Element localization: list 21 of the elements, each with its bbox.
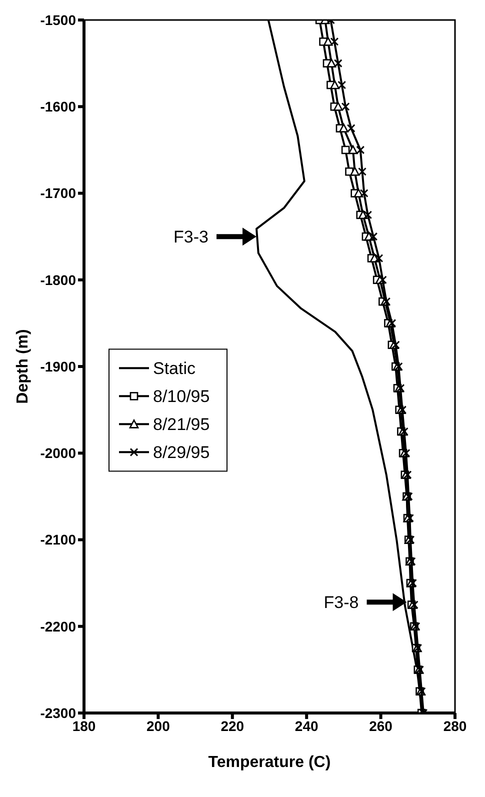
y-tick-label: -2200 [40, 618, 76, 634]
legend-label: 8/10/95 [153, 387, 210, 406]
y-tick-label: -1700 [40, 185, 76, 202]
y-tick-label: -1800 [40, 272, 76, 288]
y-tick-label: -2000 [40, 445, 76, 462]
annotation: F3-8 [324, 593, 359, 612]
legend-label: Static [153, 359, 196, 378]
y-tick-label: -1600 [40, 98, 76, 115]
y-tick-label: -2100 [40, 532, 76, 548]
annotation: F3-3 [174, 228, 209, 247]
y-axis-title: Depth (m) [14, 329, 32, 404]
legend-label: 8/29/95 [153, 443, 210, 462]
x-tick-label: 240 [294, 718, 318, 734]
x-tick-label: 280 [443, 718, 467, 734]
x-tick-label: 200 [146, 718, 170, 734]
x-axis-title: Temperature (C) [208, 754, 331, 771]
legend-label: 8/21/95 [153, 415, 210, 434]
y-tick-label: -1900 [40, 358, 76, 374]
x-tick-label: 260 [369, 718, 393, 734]
x-tick-label: 220 [220, 718, 244, 734]
y-tick-label: -1500 [40, 12, 76, 28]
